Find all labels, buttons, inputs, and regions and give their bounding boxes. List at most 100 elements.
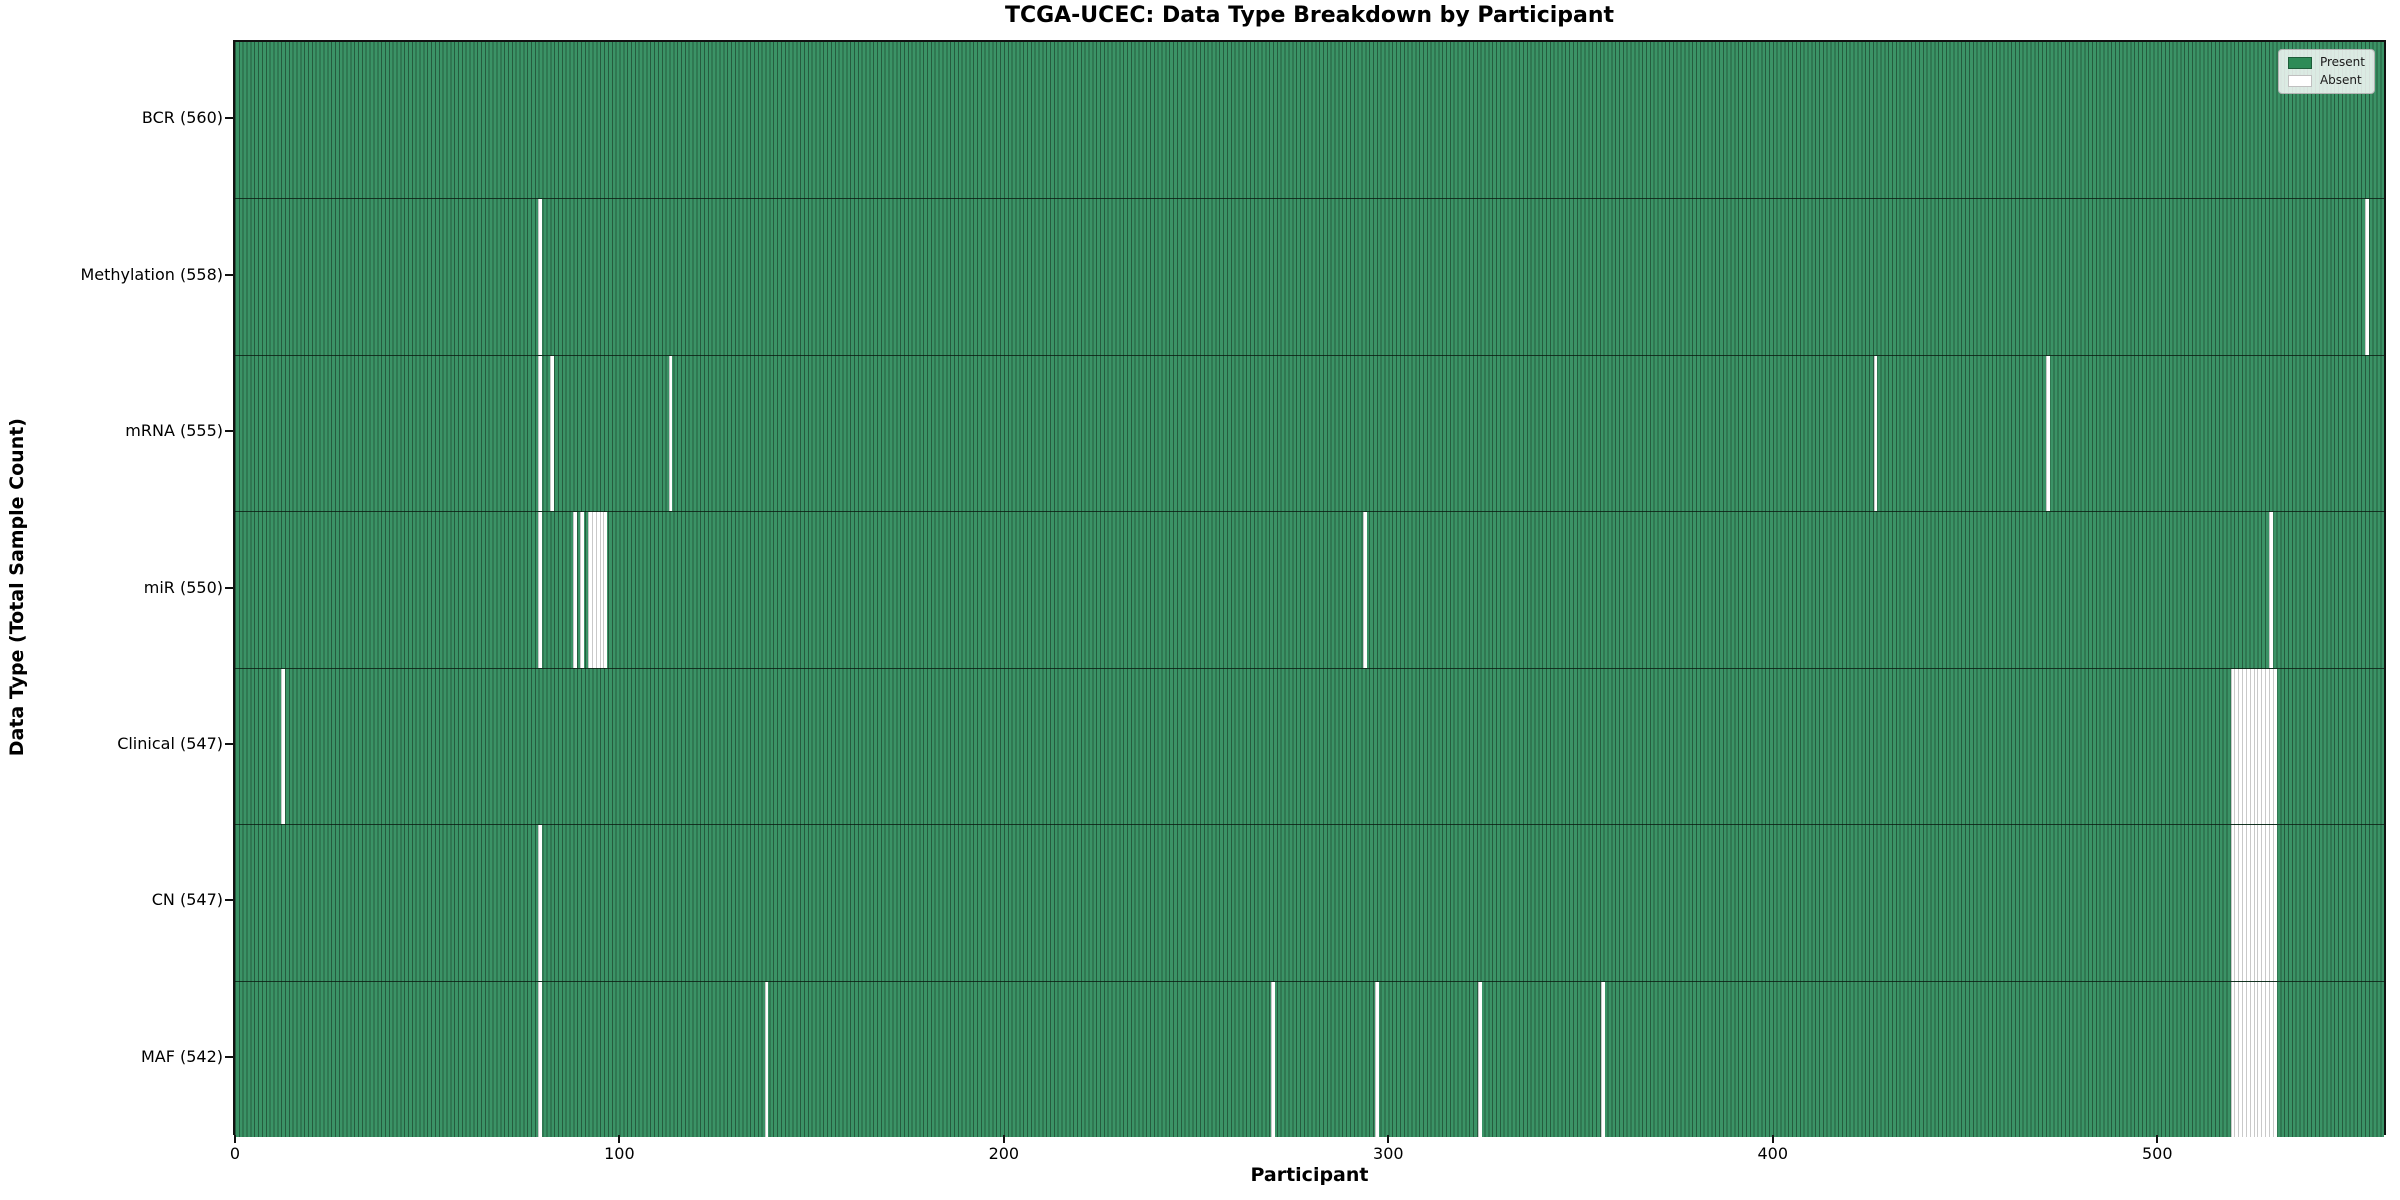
absent-stripe [2234, 825, 2239, 981]
absent-stripe [2261, 981, 2266, 1137]
absent-stripe [2238, 825, 2242, 981]
absent-stripe [2242, 668, 2246, 825]
absent-stripe [538, 199, 542, 355]
absent-stripe [2272, 825, 2277, 981]
absent-stripe [2234, 668, 2239, 825]
absent-stripe [538, 355, 542, 512]
absent-stripe [281, 668, 285, 825]
absent-stripe [591, 512, 596, 668]
absent-stripe [764, 981, 769, 1137]
row-label-mrna: mRNA (555) [125, 421, 223, 441]
absent-stripe [2261, 668, 2266, 825]
row-label-mir: miR (550) [143, 577, 223, 597]
absent-stripe [2261, 825, 2266, 981]
absent-stripe [2245, 825, 2250, 981]
absent-stripe [2253, 668, 2258, 825]
legend-label-present: Present [2319, 55, 2365, 69]
absent-stripe [588, 512, 592, 668]
absent-stripe [2249, 981, 2254, 1137]
absent-stripe [2253, 981, 2258, 1137]
row-label-methylation: Methylation (558) [80, 264, 223, 284]
legend-item-present: Present [2287, 55, 2365, 69]
present-swatch-icon [2287, 56, 2312, 69]
absent-stripe [2249, 668, 2254, 825]
plot-area: Present Absent [233, 40, 2386, 1137]
y-tick-mark [225, 586, 233, 589]
absent-stripe [2257, 981, 2262, 1137]
absent-stripe [595, 512, 600, 668]
absent-stripe [2268, 981, 2273, 1137]
row-band-methylation [235, 198, 2384, 355]
y-tick-mark [225, 273, 233, 276]
absent-stripe [599, 512, 604, 668]
absent-stripe [2230, 981, 2235, 1137]
y-tick-mark [225, 430, 233, 433]
legend-item-absent: Absent [2287, 73, 2365, 87]
row-label-maf: MAF (542) [140, 1046, 223, 1066]
row-band-maf [235, 980, 2384, 1137]
absent-stripe [2272, 981, 2277, 1137]
absent-stripe [2249, 825, 2254, 981]
absent-stripe [2257, 825, 2262, 981]
x-tick-label: 100 [604, 1144, 635, 1163]
absent-stripe [2234, 981, 2239, 1137]
absent-stripe [2257, 668, 2262, 825]
x-tick-mark [1387, 1135, 1390, 1143]
row-band-cn [235, 824, 2384, 981]
x-tick-mark [2156, 1135, 2159, 1143]
absent-stripe [538, 512, 542, 668]
page-title: TCGA-UCEC: Data Type Breakdown by Partic… [1004, 3, 1615, 28]
row-band-mrna [235, 354, 2384, 512]
y-tick-mark [225, 742, 233, 745]
x-tick-label: 0 [229, 1144, 241, 1163]
y-tick-mark [225, 117, 233, 120]
y-tick-mark [225, 1055, 233, 1058]
absent-stripe [2242, 825, 2246, 981]
absent-stripe [580, 512, 585, 668]
absent-stripe [2245, 981, 2250, 1137]
x-tick-label: 300 [1373, 1144, 1404, 1163]
x-tick-mark [1002, 1135, 1005, 1143]
x-tick-label: 500 [2141, 1144, 2173, 1163]
row-label-clinical: Clinical (547) [117, 733, 223, 753]
y-tick-mark [225, 899, 233, 902]
absent-swatch-icon [2287, 74, 2312, 87]
absent-stripe [2238, 981, 2242, 1137]
absent-stripe [2245, 668, 2250, 825]
absent-stripe [2242, 981, 2246, 1137]
absent-stripe [549, 355, 554, 512]
x-tick-label: 400 [1757, 1144, 1789, 1163]
row-label-bcr: BCR (560) [141, 108, 223, 128]
absent-stripe [2272, 668, 2277, 825]
absent-stripe [2230, 825, 2235, 981]
x-tick-mark [618, 1135, 621, 1143]
absent-stripe [1374, 981, 1379, 1137]
absent-stripe [1601, 981, 1605, 1137]
legend-label-absent: Absent [2319, 73, 2362, 87]
legend: Present Absent [2277, 49, 2375, 94]
x-tick-label: 200 [988, 1144, 1020, 1163]
absent-stripe [2265, 825, 2269, 981]
absent-stripe [2268, 668, 2273, 825]
absent-stripe [2265, 981, 2269, 1137]
absent-stripe [668, 355, 673, 512]
absent-stripe [2238, 668, 2242, 825]
absent-stripe [2253, 825, 2258, 981]
absent-stripe [2046, 355, 2051, 512]
absent-stripe [1271, 981, 1275, 1137]
absent-stripe [1873, 355, 1878, 512]
row-label-cn: CN (547) [151, 890, 223, 910]
absent-stripe [2364, 199, 2369, 355]
x-tick-mark [233, 1135, 236, 1143]
absent-stripe [572, 512, 577, 668]
x-tick-mark [1771, 1135, 1774, 1143]
row-band-mir [235, 511, 2384, 668]
absent-stripe [1478, 981, 1483, 1137]
row-band-bcr [235, 42, 2384, 199]
absent-stripe [538, 825, 542, 981]
absent-stripe [2265, 668, 2269, 825]
x-axis-label: Participant [1250, 1164, 1369, 1186]
absent-stripe [2268, 512, 2273, 668]
absent-stripe [1363, 512, 1368, 668]
